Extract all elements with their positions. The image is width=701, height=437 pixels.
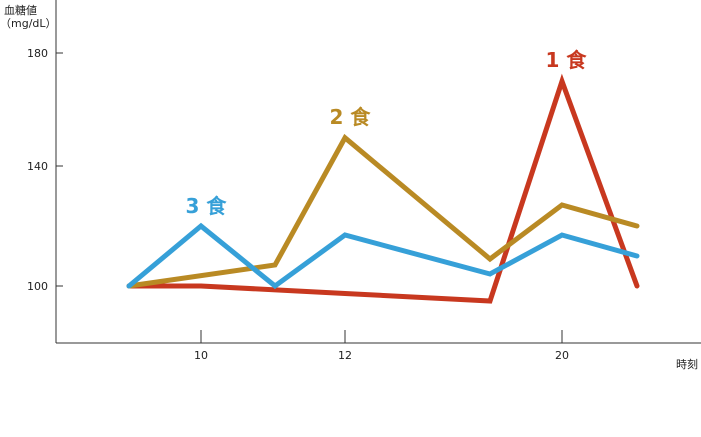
x-tick-label: 10 bbox=[194, 349, 208, 362]
axes bbox=[55, 0, 701, 344]
y-tick-label: 100 bbox=[27, 280, 48, 293]
series-label-2: 2 食 bbox=[330, 105, 372, 129]
x-axis-title: 時刻 bbox=[676, 357, 698, 371]
series-line-3 bbox=[126, 222, 640, 290]
y-tick-label: 180 bbox=[27, 47, 48, 60]
series-label-3: 3 食 bbox=[186, 194, 228, 218]
series-label-1: 1 食 bbox=[546, 48, 588, 72]
y-axis-title: 血糖値 bbox=[4, 3, 37, 17]
x-tick-label: 20 bbox=[555, 349, 569, 362]
y-axis-unit: （mg/dL） bbox=[0, 17, 57, 30]
series-lines bbox=[126, 73, 640, 304]
series-line-1 bbox=[126, 73, 640, 304]
series-labels: 1 食 2 食 3 食 bbox=[186, 48, 588, 218]
y-tick-label: 140 bbox=[27, 160, 48, 173]
x-tick-label: 12 bbox=[338, 349, 352, 362]
ticks: 100 140 180 10 12 20 bbox=[27, 47, 569, 362]
